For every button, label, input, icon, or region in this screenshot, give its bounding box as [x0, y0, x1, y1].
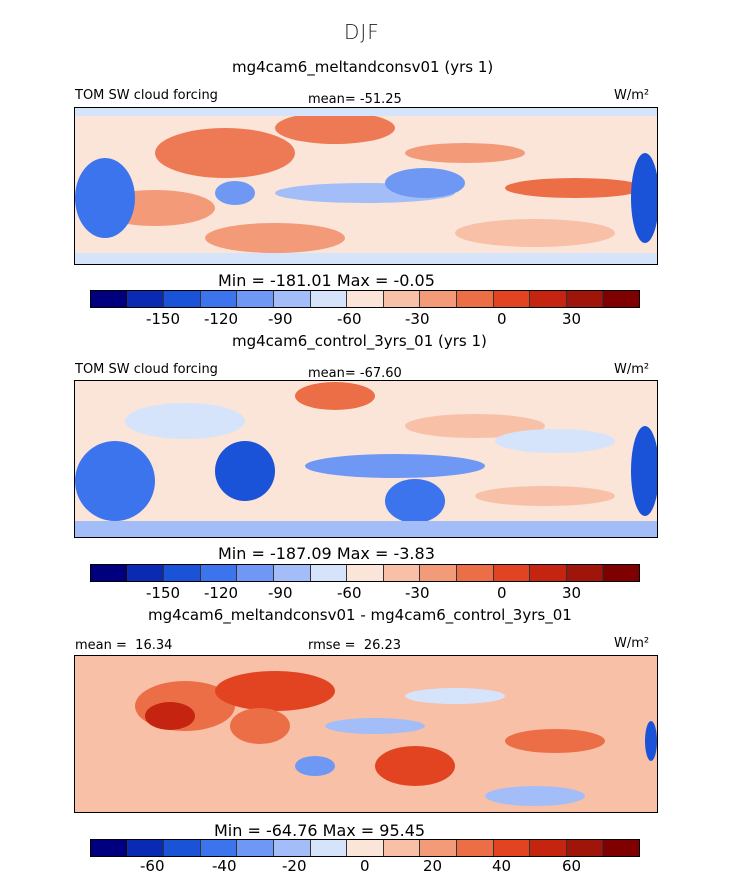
colorbar-swatch [603, 565, 639, 581]
colorbar-swatch [127, 840, 165, 856]
colorbar-swatch [566, 291, 604, 307]
colorbar-swatch [420, 291, 457, 307]
colorbar-swatch [566, 565, 604, 581]
colorbar-swatch [530, 565, 567, 581]
colorbar-tick: 40 [492, 857, 512, 875]
panel3-field [75, 656, 657, 812]
colorbar-swatch [383, 840, 421, 856]
panel3-units: W/m² [614, 636, 650, 651]
panel1-case-title: mg4cam6_meltandconsv01 (yrs 1) [232, 58, 494, 76]
colorbar-swatch [91, 565, 128, 581]
panel1-map [74, 107, 658, 265]
colorbar-tick: -150 [146, 584, 181, 602]
colorbar-swatch [237, 565, 274, 581]
colorbar-swatch [91, 291, 128, 307]
colorbar-tick: -150 [146, 310, 181, 328]
panel3-colorbar [90, 839, 640, 857]
colorbar-swatch [493, 565, 531, 581]
panel3-mean-label: mean = 16.34 [75, 638, 173, 653]
colorbar-tick: -30 [405, 584, 430, 602]
colorbar-swatch [237, 840, 274, 856]
colorbar-swatch [530, 291, 567, 307]
panel1-minmax: Min = -181.01 Max = -0.05 [218, 271, 435, 290]
colorbar-swatch [273, 840, 311, 856]
colorbar-tick: 30 [562, 310, 582, 328]
panel2-units: W/m² [614, 362, 650, 377]
colorbar-swatch [310, 840, 348, 856]
colorbar-tick: -90 [268, 310, 293, 328]
panel1-mean-label: mean= -51.25 [308, 92, 402, 107]
panel2-mean-label: mean= -67.60 [308, 366, 402, 381]
colorbar-swatch [273, 565, 311, 581]
colorbar-swatch [420, 840, 457, 856]
colorbar-swatch [164, 291, 201, 307]
colorbar-swatch [310, 565, 348, 581]
panel1-variable-label: TOM SW cloud forcing [75, 88, 218, 103]
panel2-minmax: Min = -187.09 Max = -3.83 [218, 544, 435, 563]
colorbar-tick: 20 [423, 857, 443, 875]
colorbar-swatch [493, 840, 531, 856]
colorbar-swatch [237, 291, 274, 307]
colorbar-swatch [164, 840, 201, 856]
colorbar-tick: -20 [282, 857, 307, 875]
panel2-case-title: mg4cam6_control_3yrs_01 (yrs 1) [232, 332, 487, 350]
colorbar-swatch [383, 565, 421, 581]
colorbar-tick: -60 [337, 584, 362, 602]
colorbar-swatch [127, 565, 165, 581]
colorbar-swatch [310, 291, 348, 307]
panel3-minmax: Min = -64.76 Max = 95.45 [214, 821, 426, 840]
colorbar-tick: 0 [360, 857, 370, 875]
panel1-units: W/m² [614, 88, 650, 103]
colorbar-swatch [420, 565, 457, 581]
colorbar-tick: -30 [405, 310, 430, 328]
colorbar-tick: -120 [204, 584, 239, 602]
colorbar-swatch [603, 291, 639, 307]
colorbar-tick: -120 [204, 310, 239, 328]
colorbar-swatch [164, 565, 201, 581]
colorbar-tick: 0 [497, 310, 507, 328]
colorbar-swatch [566, 840, 604, 856]
colorbar-swatch [347, 291, 384, 307]
colorbar-tick: 60 [562, 857, 582, 875]
colorbar-swatch [456, 291, 494, 307]
colorbar-tick: 30 [562, 584, 582, 602]
colorbar-swatch [530, 840, 567, 856]
colorbar-tick: -40 [212, 857, 237, 875]
colorbar-tick: 0 [497, 584, 507, 602]
colorbar-swatch [456, 840, 494, 856]
colorbar-tick: -90 [268, 584, 293, 602]
panel3-rmse-label: rmse = 26.23 [308, 638, 402, 653]
colorbar-swatch [347, 565, 384, 581]
panel2-variable-label: TOM SW cloud forcing [75, 362, 218, 377]
panel2-colorbar [90, 564, 640, 582]
season-title: DJF [344, 20, 380, 44]
panel1-colorbar [90, 290, 640, 308]
colorbar-tick: -60 [337, 310, 362, 328]
panel3-case-title: mg4cam6_meltandconsv01 - mg4cam6_control… [148, 606, 572, 624]
colorbar-swatch [383, 291, 421, 307]
panel1-field [75, 108, 657, 264]
colorbar-swatch [493, 291, 531, 307]
colorbar-tick: -60 [140, 857, 165, 875]
colorbar-swatch [603, 840, 639, 856]
colorbar-swatch [200, 291, 238, 307]
colorbar-swatch [200, 840, 238, 856]
colorbar-swatch [456, 565, 494, 581]
colorbar-swatch [200, 565, 238, 581]
panel3-map [74, 655, 658, 813]
colorbar-swatch [127, 291, 165, 307]
panel2-map [74, 380, 658, 538]
panel2-field [75, 381, 657, 537]
colorbar-swatch [273, 291, 311, 307]
colorbar-swatch [91, 840, 128, 856]
colorbar-swatch [347, 840, 384, 856]
